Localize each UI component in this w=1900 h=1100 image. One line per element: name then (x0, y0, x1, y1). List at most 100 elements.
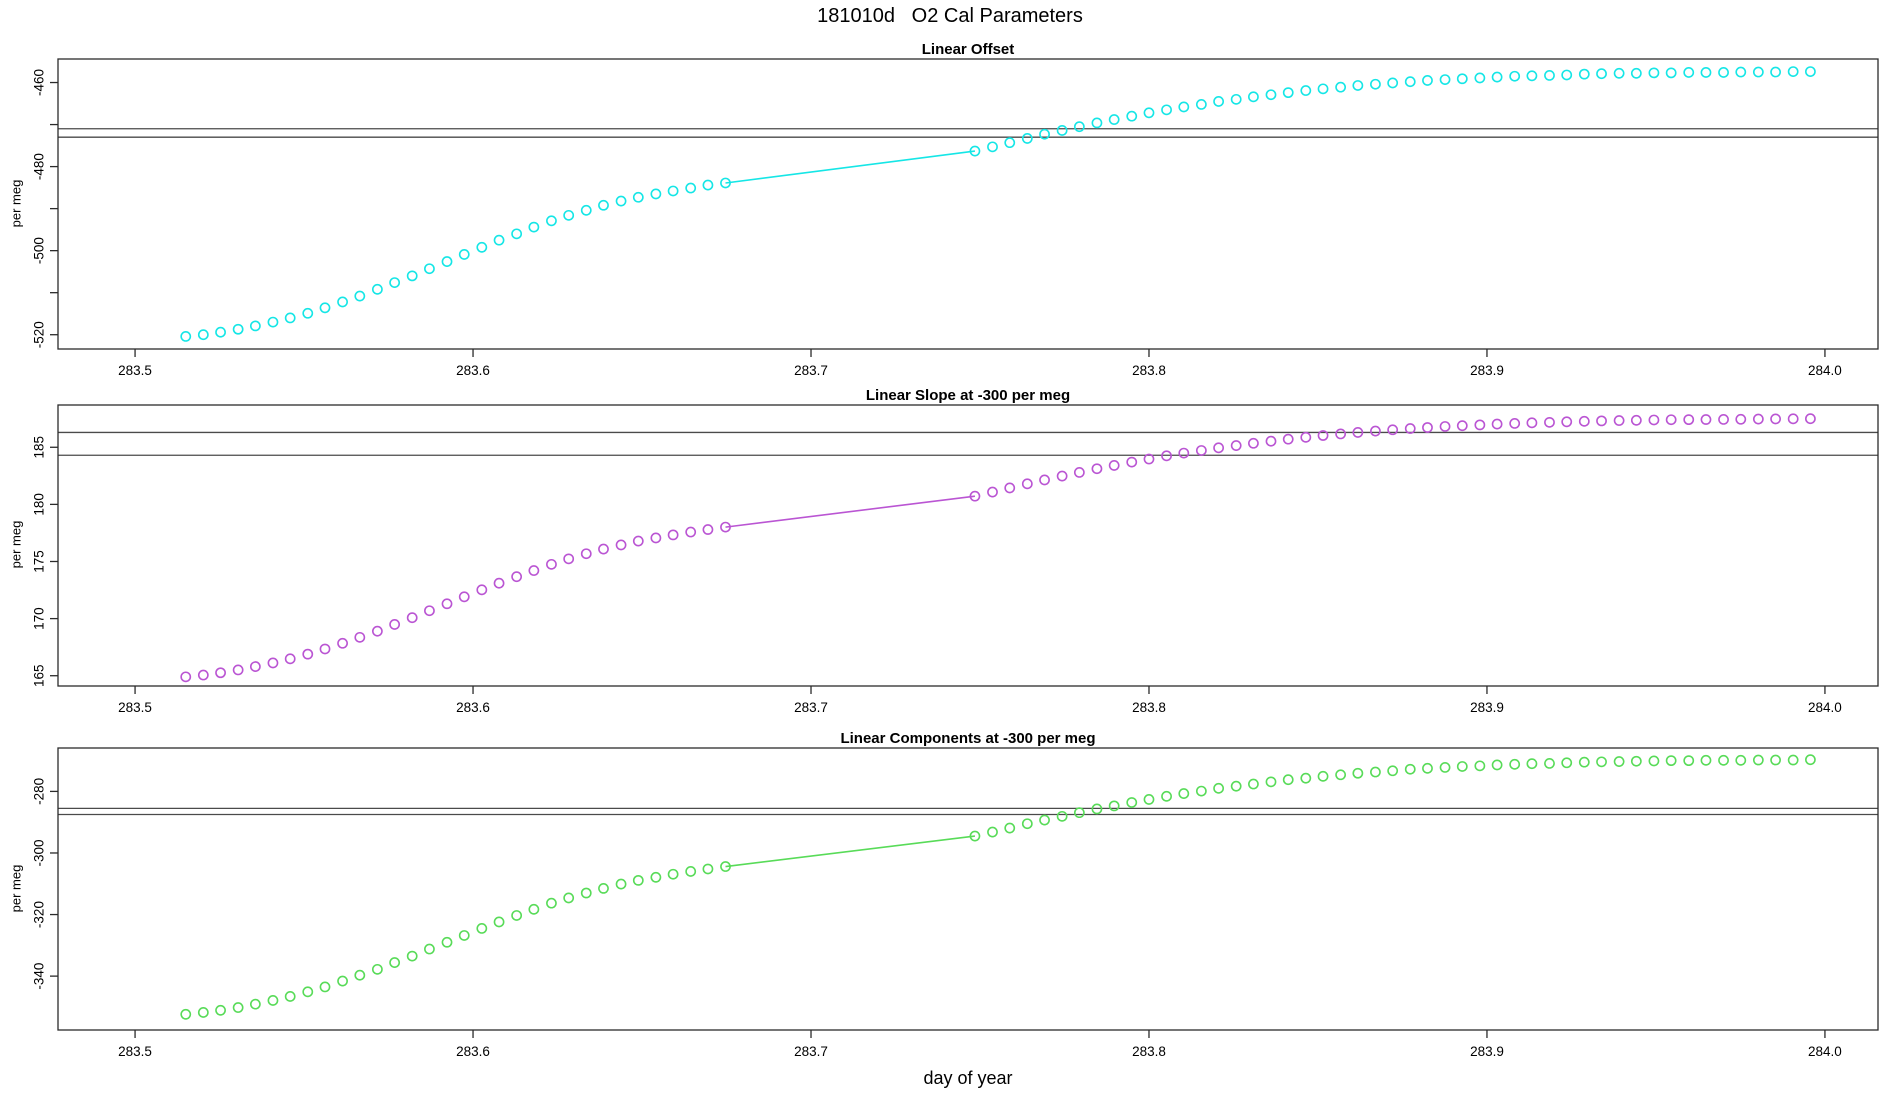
data-point (1126, 110, 1138, 122)
data-point (389, 957, 401, 968)
data-point (302, 648, 314, 660)
data-point (232, 664, 244, 676)
data-point (1665, 414, 1677, 426)
data-point (1404, 423, 1416, 434)
data-point (1178, 447, 1190, 459)
data-point (1735, 754, 1747, 766)
data-point (987, 141, 998, 153)
data-point (1491, 418, 1503, 430)
data-point (511, 571, 523, 583)
data-point (1526, 70, 1538, 82)
data-point (1230, 93, 1242, 105)
data-point (1613, 415, 1625, 426)
data-point (406, 950, 418, 962)
data-point (1265, 435, 1277, 447)
data-point (650, 532, 662, 544)
data-point (249, 320, 261, 332)
data-point (215, 667, 226, 679)
data-point (1387, 77, 1399, 89)
data-point (389, 619, 401, 630)
data-point (215, 326, 226, 338)
x-axis-label: day of year (923, 1068, 1013, 1088)
data-point (441, 598, 453, 610)
data-point (284, 991, 296, 1002)
x-tick-label: 284.0 (1808, 363, 1842, 378)
data-point (197, 329, 209, 341)
data-point (1143, 453, 1155, 465)
data-point (702, 524, 714, 535)
data-point (476, 241, 488, 253)
data-point (1213, 96, 1225, 107)
data-point (1265, 776, 1277, 788)
x-tick-label: 283.9 (1470, 700, 1504, 715)
data-point (1335, 769, 1347, 781)
data-point (528, 903, 540, 915)
data-point (632, 874, 644, 886)
data-point (319, 302, 331, 314)
panel-1-plot: 283.5 283.6 283.7 283.8 283.9 284.0 -520 -500 -4… (32, 58, 1879, 378)
data-point (1039, 128, 1050, 140)
data-point (1370, 78, 1381, 90)
data-point (1335, 81, 1347, 93)
data-point (1317, 430, 1329, 441)
data-point (546, 897, 557, 909)
data-point (1248, 437, 1259, 449)
data-point (232, 1002, 244, 1013)
data-point (1248, 778, 1259, 790)
data-point (337, 637, 348, 649)
data-point (720, 861, 731, 872)
data-point (493, 234, 505, 246)
data-point (1718, 413, 1729, 425)
x-tick-label: 283.6 (456, 363, 490, 378)
panel3-title: Linear Components at -300 per meg (840, 730, 1096, 747)
data-point (969, 490, 981, 502)
data-point (1404, 763, 1416, 775)
data-point (1474, 760, 1486, 772)
data-point (1596, 68, 1607, 80)
data-point (1195, 445, 1207, 456)
data-point (580, 204, 592, 216)
data-point (1561, 69, 1573, 81)
data-point (1665, 67, 1677, 79)
gap-line (725, 150, 976, 184)
data-point (1509, 70, 1521, 82)
data-point (197, 1007, 209, 1018)
y-tick-label: 165 (32, 664, 47, 687)
x-tick-label: 283.6 (456, 700, 490, 715)
data-point (1021, 133, 1033, 144)
data-point (424, 263, 435, 275)
data-point (1300, 85, 1312, 96)
data-point (441, 256, 453, 267)
data-point (720, 521, 731, 533)
data-point (1387, 765, 1399, 777)
data-point (987, 826, 998, 838)
y-tick-label: 170 (32, 607, 47, 630)
data-point (337, 975, 348, 987)
data-point (528, 221, 540, 233)
data-point (1509, 417, 1521, 429)
data-point (1805, 754, 1816, 766)
data-point (1352, 427, 1364, 438)
data-point (1039, 814, 1050, 826)
data-point (546, 558, 557, 570)
data-point (476, 923, 488, 934)
data-point (685, 526, 697, 538)
data-point (1630, 67, 1642, 79)
data-point (1108, 114, 1120, 125)
data-point (1213, 782, 1225, 794)
data-point (1404, 76, 1416, 88)
x-tick-label: 283.8 (1132, 363, 1166, 378)
data-point (1613, 67, 1625, 79)
data-point (1491, 759, 1503, 771)
data-point (1630, 414, 1642, 426)
y-tick-label: -480 (32, 153, 47, 180)
data-point (1143, 107, 1155, 119)
panel-3-plot: 283.5 283.6 283.7 283.8 283.9 284.0 -340 -320 -3… (32, 747, 1879, 1059)
panel1-title: Linear Offset (921, 41, 1015, 58)
data-point (1039, 474, 1050, 486)
data-point (424, 605, 435, 617)
data-point (1439, 74, 1451, 85)
data-point (232, 323, 244, 335)
data-point (424, 943, 435, 955)
